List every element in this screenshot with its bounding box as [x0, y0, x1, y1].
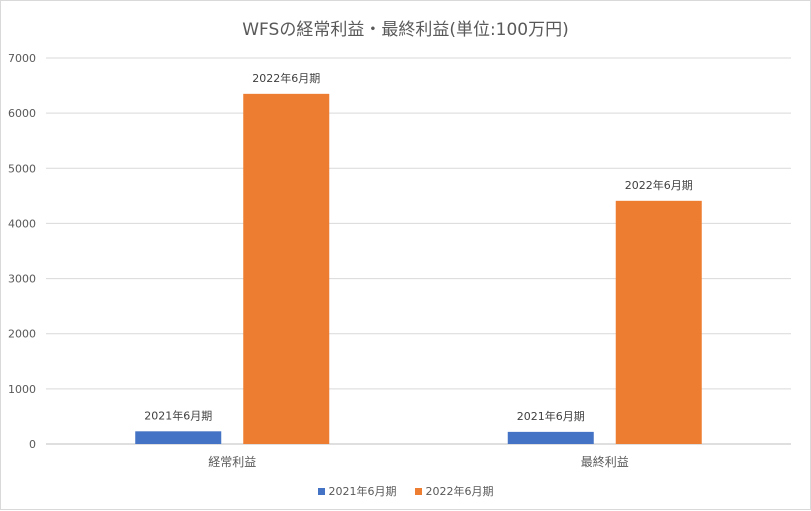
- bar-1-0: [507, 431, 594, 444]
- y-tick-label: 4000: [8, 217, 36, 230]
- y-tick-label: 7000: [8, 52, 36, 65]
- legend-item-2021: 2021年6月期: [317, 483, 397, 499]
- bar-1-1: [615, 200, 702, 444]
- y-tick-label: 1000: [8, 383, 36, 396]
- y-tick-label: 6000: [8, 107, 36, 120]
- legend-swatch-2022: [414, 487, 422, 495]
- y-tick-label: 5000: [8, 162, 36, 175]
- data-label: 2022年6月期: [625, 178, 693, 192]
- y-tick-label: 3000: [8, 273, 36, 286]
- bar-0-0: [135, 431, 222, 444]
- legend-label-2022: 2022年6月期: [425, 485, 494, 498]
- y-tick-label: 2000: [8, 328, 36, 341]
- legend-item-2022: 2022年6月期: [414, 483, 494, 499]
- legend-swatch-2021: [317, 487, 325, 495]
- data-label: 2022年6月期: [252, 71, 320, 85]
- legend: 2021年6月期 2022年6月期: [1, 483, 810, 499]
- bar-0-1: [243, 93, 330, 444]
- y-tick-label: 0: [29, 438, 36, 451]
- x-category-label: 最終利益: [581, 454, 629, 469]
- data-label: 2021年6月期: [517, 409, 585, 423]
- legend-label-2021: 2021年6月期: [328, 485, 397, 498]
- chart-title: WFSの経常利益・最終利益(単位:100万円): [242, 20, 569, 40]
- x-category-label: 経常利益: [208, 455, 256, 469]
- data-label: 2021年6月期: [144, 408, 212, 422]
